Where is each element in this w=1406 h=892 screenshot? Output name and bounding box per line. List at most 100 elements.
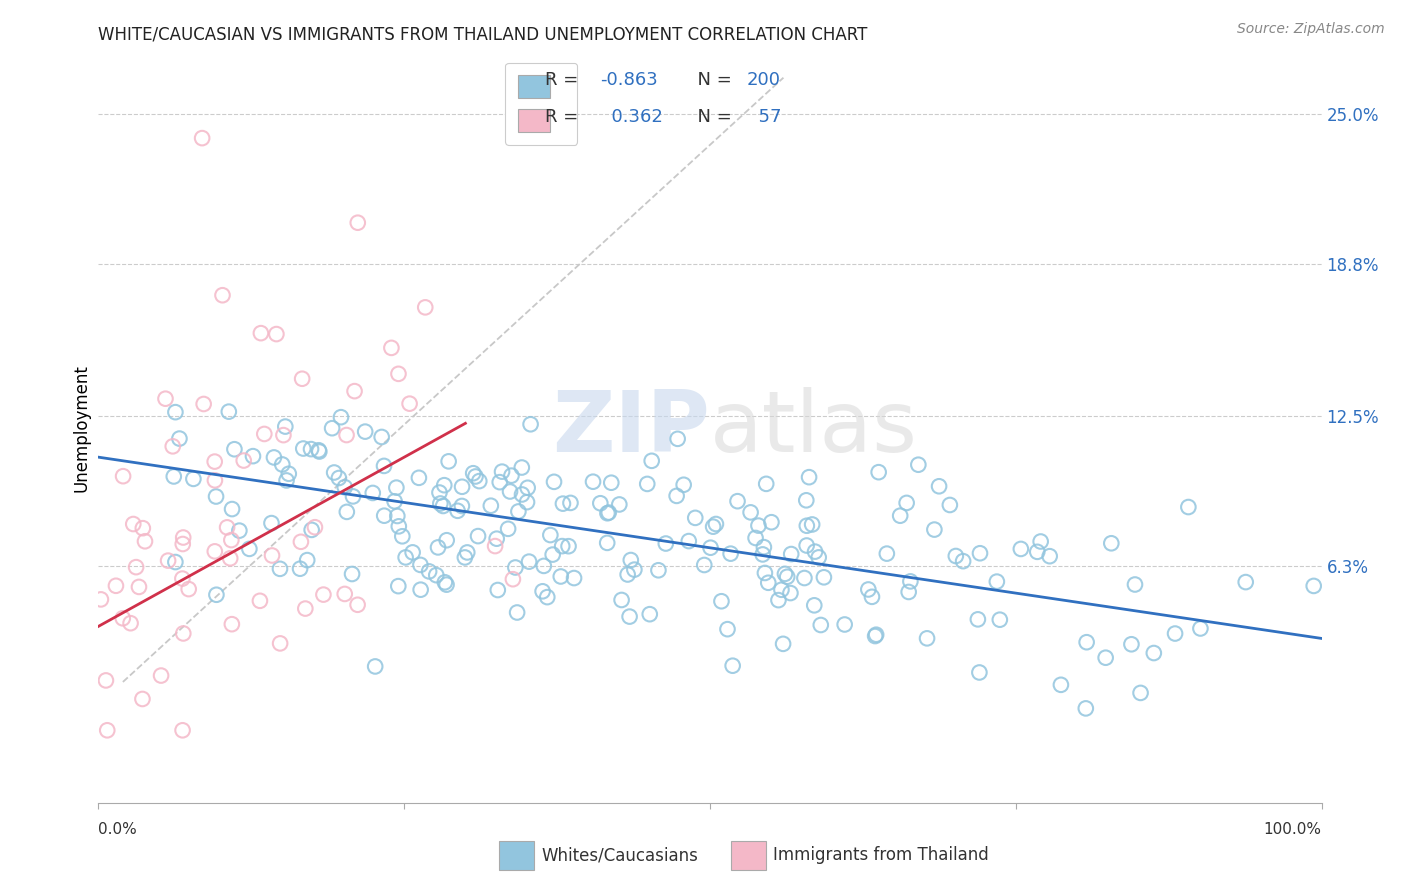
Point [242,449,264,463]
Point [755,476,778,491]
Point [751,548,773,562]
Point [1094,650,1116,665]
Point [582,475,605,489]
Point [868,465,890,479]
Point [647,563,669,577]
Point [543,475,565,489]
Point [291,372,314,386]
Point [401,545,423,559]
Point [1076,635,1098,649]
Point [596,536,619,550]
Point [1143,646,1166,660]
Point [562,571,585,585]
Point [1039,549,1062,564]
Point [704,516,727,531]
Point [276,474,298,488]
Point [364,659,387,673]
Point [433,575,456,590]
Point [380,341,402,355]
Point [1302,579,1324,593]
Point [238,541,260,556]
Point [451,499,474,513]
Point [361,486,384,500]
Point [924,523,946,537]
Point [538,528,561,542]
Point [446,504,468,518]
Point [433,478,456,492]
Point [111,611,134,625]
Point [486,582,509,597]
Point [125,560,148,574]
Point [468,474,491,488]
Point [860,590,883,604]
Text: R =: R = [546,70,583,88]
Point [945,549,967,563]
Point [727,494,749,508]
Point [560,496,582,510]
Point [536,590,558,604]
Point [969,546,991,560]
Point [191,131,214,145]
Point [134,534,156,549]
Point [204,544,226,558]
Point [744,531,766,545]
Point [335,428,357,442]
Point [436,533,458,548]
Point [391,529,413,543]
Point [266,327,288,342]
Point [205,490,228,504]
Point [346,598,368,612]
Point [683,511,706,525]
Point [346,216,368,230]
Point [636,477,658,491]
Point [388,519,411,533]
Point [1026,545,1049,559]
Point [297,553,319,567]
Point [183,472,205,486]
Point [1129,686,1152,700]
Text: 0.362: 0.362 [600,108,662,126]
Point [96,723,118,738]
Point [776,570,799,584]
Point [716,622,738,636]
Point [90,592,112,607]
Point [169,432,191,446]
Point [772,637,794,651]
Point [451,480,474,494]
Point [387,508,409,523]
Point [463,467,485,481]
Point [253,426,276,441]
Point [269,636,291,650]
Point [506,606,529,620]
Point [907,458,929,472]
Point [221,502,243,516]
Point [395,550,418,565]
Point [172,572,194,586]
Point [274,419,297,434]
Point [794,493,817,508]
Point [519,417,541,432]
Point [502,572,524,586]
Point [967,612,990,626]
Point [172,626,194,640]
Point [370,430,392,444]
Point [436,577,458,591]
Point [177,582,200,596]
Point [550,569,572,583]
Point [1099,536,1122,550]
Point [429,485,451,500]
Point [132,521,155,535]
Point [834,617,856,632]
Point [425,568,447,582]
Point [620,553,643,567]
Point [939,498,962,512]
Point [517,555,540,569]
Point [531,584,554,599]
Point [211,288,233,302]
Point [551,539,574,553]
Point [464,469,486,483]
Text: WHITE/CAUCASIAN VS IMMIGRANTS FROM THAILAND UNEMPLOYMENT CORRELATION CHART: WHITE/CAUCASIAN VS IMMIGRANTS FROM THAIL… [98,26,868,44]
Point [876,547,898,561]
Point [454,550,477,565]
Point [863,629,886,643]
